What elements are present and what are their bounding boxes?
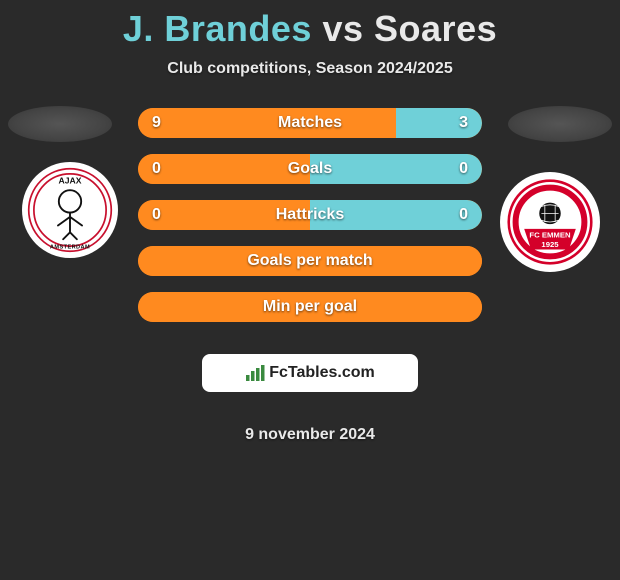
stat-bar-label: Matches (138, 114, 482, 132)
svg-text:AJAX: AJAX (59, 175, 82, 185)
player2-photo-placeholder (508, 106, 612, 142)
attribution-text: FcTables.com (269, 364, 375, 382)
stat-bar-right-value: 0 (459, 206, 468, 224)
comparison-title: J. Brandes vs Soares (0, 0, 620, 50)
stat-bar-left-value: 0 (152, 206, 161, 224)
stat-bar-label: Hattricks (138, 206, 482, 224)
ajax-logo-icon: AJAX AMSTERDAM (27, 167, 113, 253)
stat-bars-container: Matches93Goals00Hattricks00Goals per mat… (138, 108, 482, 338)
stat-bar-label: Min per goal (138, 298, 482, 316)
svg-text:FC EMMEN: FC EMMEN (529, 230, 571, 239)
stat-bar-label: Goals (138, 160, 482, 178)
stat-bar-left-value: 0 (152, 160, 161, 178)
stat-bar-row: Goals per match (138, 246, 482, 276)
stat-bar-left-value: 9 (152, 114, 161, 132)
bar-chart-icon (245, 365, 265, 381)
player2-name: Soares (374, 8, 497, 49)
svg-text:AMSTERDAM: AMSTERDAM (50, 245, 90, 251)
player1-name: J. Brandes (123, 8, 312, 49)
stat-bar-row: Goals0 0 (138, 154, 482, 184)
stat-bar-row: Hattricks0 0 (138, 200, 482, 230)
club-logo-left: AJAX AMSTERDAM (22, 162, 118, 258)
stat-bar-right-value: 3 (459, 114, 468, 132)
comparison-body: AJAX AMSTERDAM FC EMMEN 1925 Matches9 3 Go… (0, 106, 620, 416)
competition-subtitle: Club competitions, Season 2024/2025 (0, 60, 620, 78)
player1-photo-placeholder (8, 106, 112, 142)
svg-text:1925: 1925 (541, 240, 559, 249)
club-logo-right: FC EMMEN 1925 (500, 172, 600, 272)
stat-bar-label: Goals per match (138, 252, 482, 270)
stat-bar-row: Min per goal (138, 292, 482, 322)
stat-bar-right-value: 0 (459, 160, 468, 178)
stat-bar-row: Matches9 3 (138, 108, 482, 138)
snapshot-date: 9 november 2024 (0, 426, 620, 444)
vs-separator: vs (322, 8, 363, 49)
fc-emmen-logo-icon: FC EMMEN 1925 (507, 179, 593, 265)
attribution-badge: FcTables.com (202, 354, 418, 392)
